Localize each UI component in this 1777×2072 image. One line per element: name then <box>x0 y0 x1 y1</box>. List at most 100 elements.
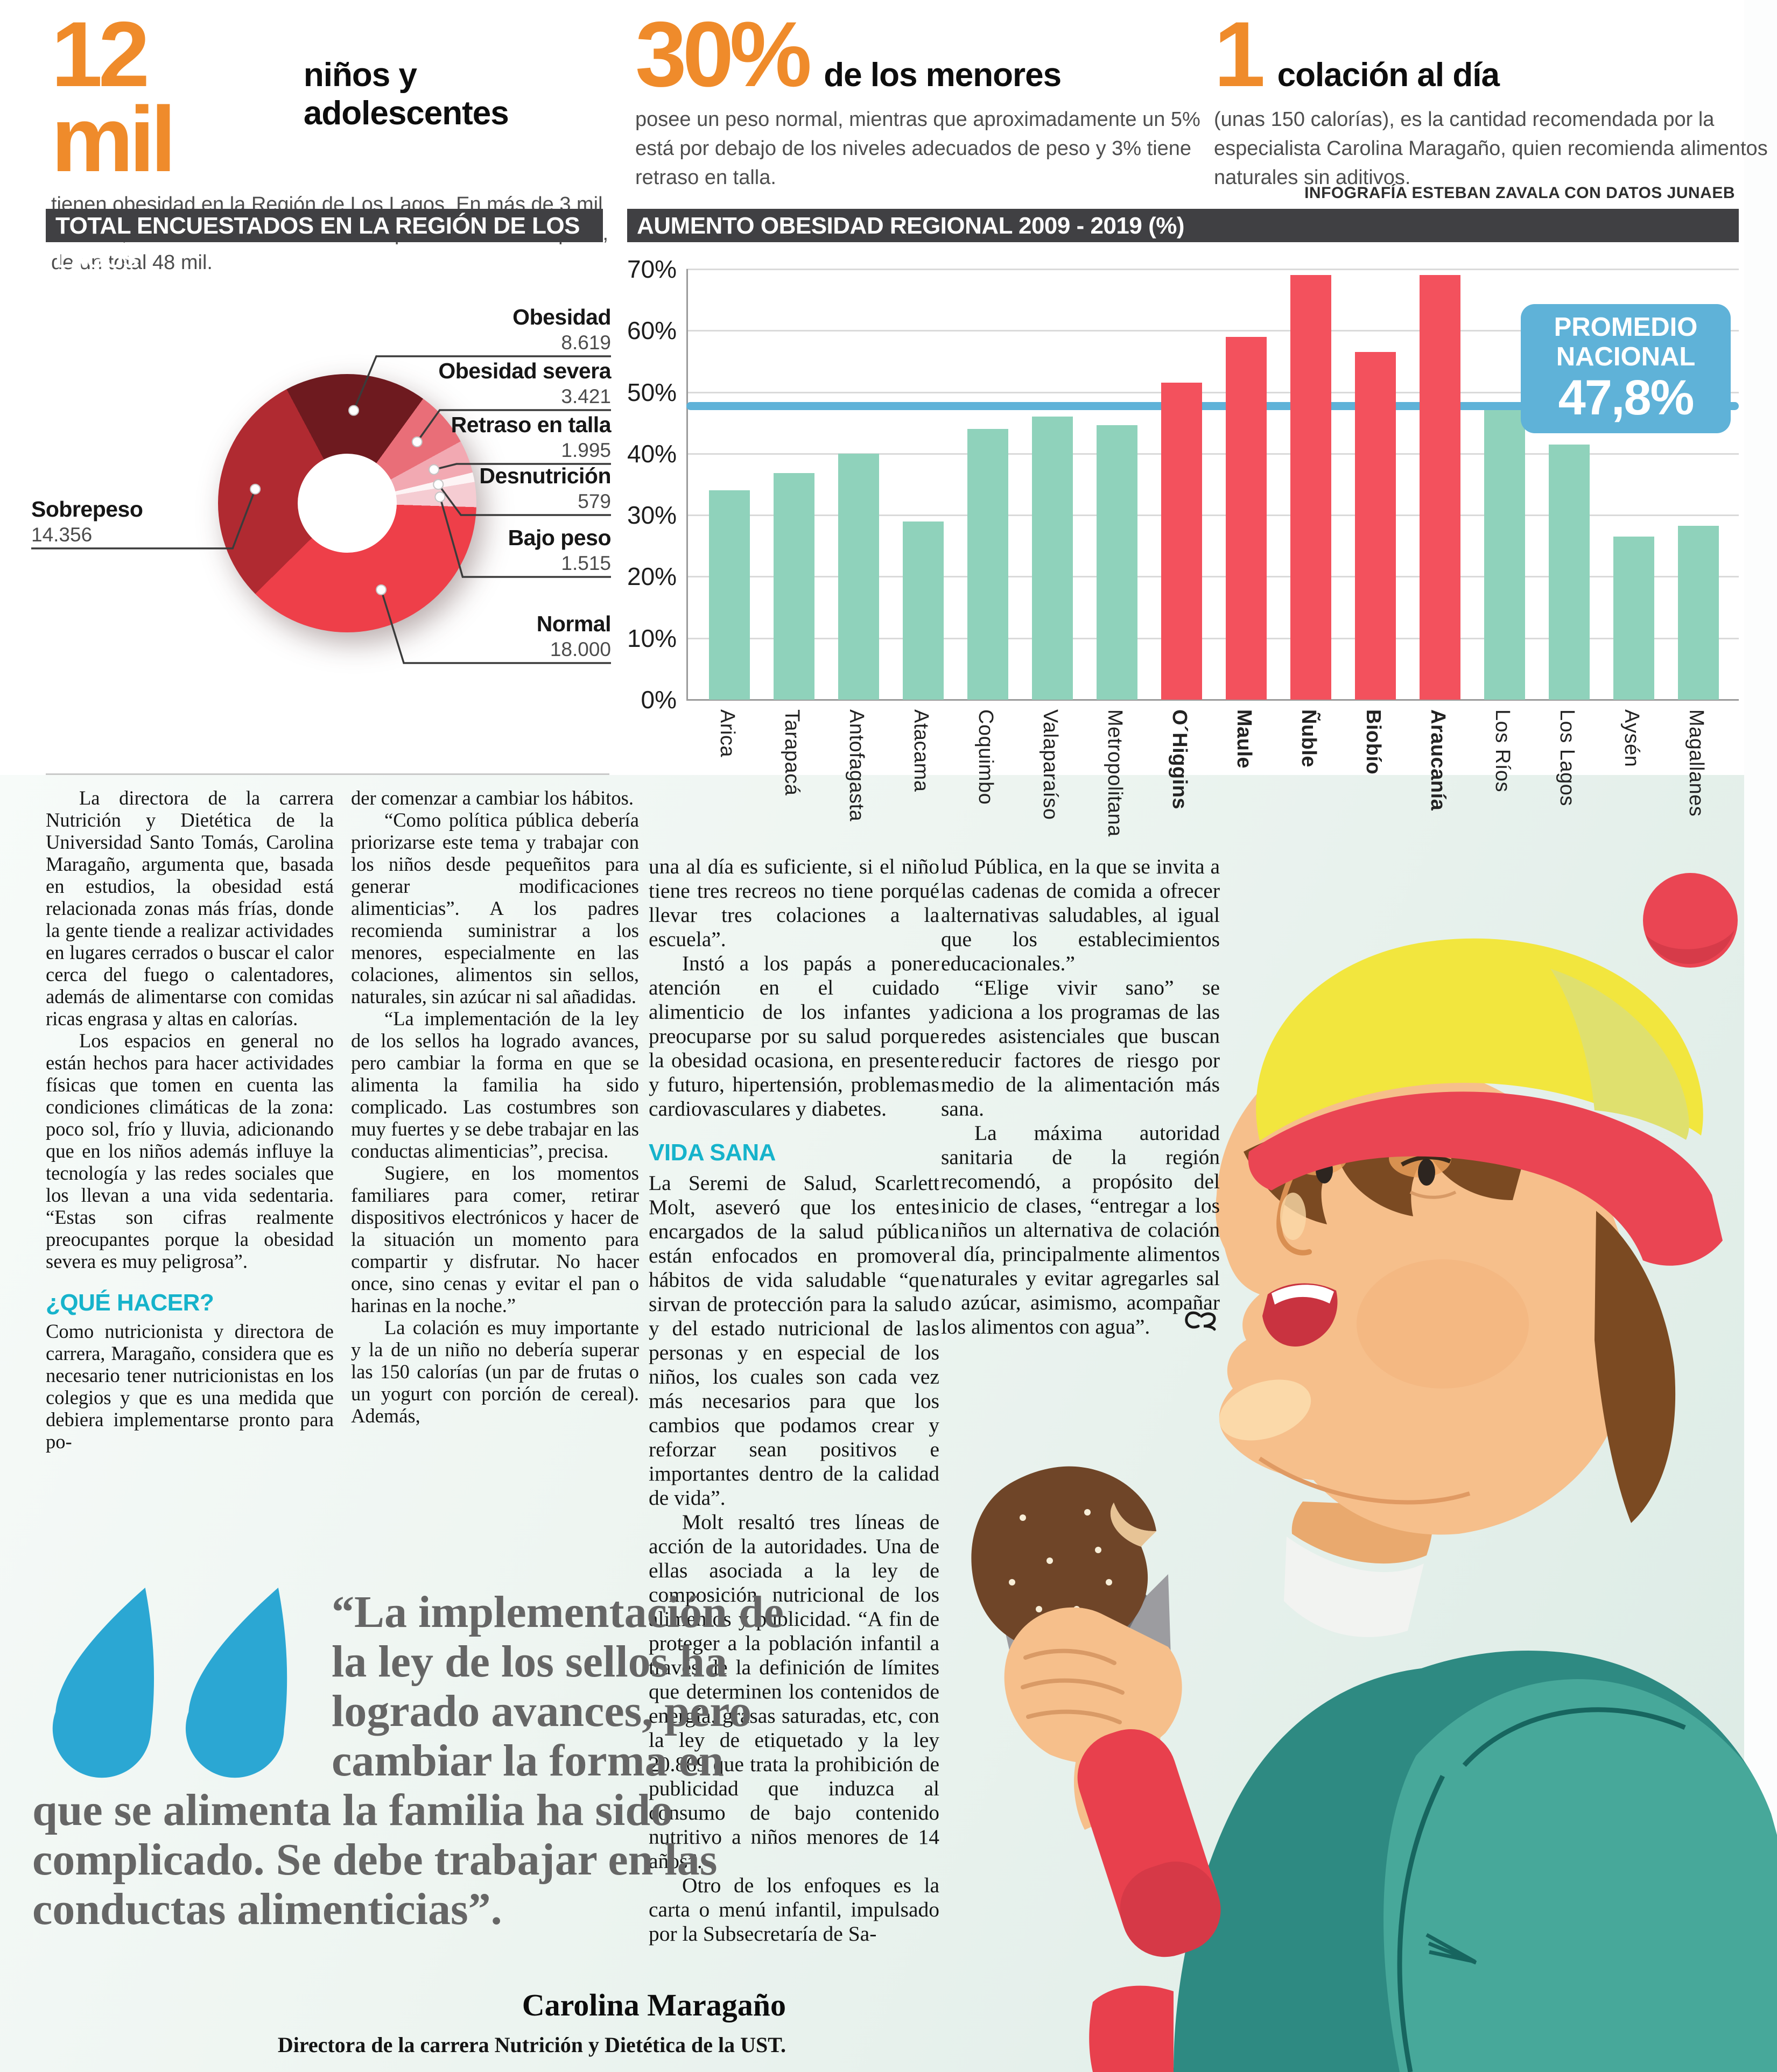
donut-slice-value: 1.995 <box>561 439 611 461</box>
hat-band <box>1248 1091 1723 1266</box>
article-paragraph: der comenzar a cambiar los hábitos. <box>351 787 634 809</box>
nose <box>1276 1169 1312 1256</box>
stat-body: posee un peso normal, mientras que aprox… <box>635 108 1200 189</box>
region-label: Tarapacá <box>781 709 803 796</box>
region-label: Los Ríos <box>1491 709 1514 792</box>
stat-big-number: 1 <box>1214 3 1266 106</box>
donut-slice-label: Obesidad 8.619 <box>512 304 611 356</box>
bar-Maule <box>1226 336 1267 700</box>
region-label: Aysén <box>1620 709 1643 767</box>
donut-slice-label: Obesidad severa 3.421 <box>438 358 611 410</box>
quote-author: Carolina Maragaño <box>522 1988 786 2022</box>
quote-author-role: Directora de la carrera Nutrición y Diet… <box>277 2033 786 2057</box>
bar-Los Lagos <box>1549 444 1590 700</box>
page-margin <box>1744 0 1777 2072</box>
article-paragraph: La directora de la carrera Nutrición y D… <box>46 787 334 1030</box>
divider <box>46 773 609 775</box>
stat-big-number: 12 mil <box>51 3 177 192</box>
double-chin-line <box>1258 1456 1471 1505</box>
bar-Arica <box>709 490 750 700</box>
stat-normal-weight: 30% de los menores posee un peso normal,… <box>635 8 1206 193</box>
y-axis-tick-label: 0% <box>641 686 677 714</box>
article-paragraph: “Como política pública debería priorizar… <box>351 809 639 1007</box>
donut-slice-name: Normal <box>536 611 612 636</box>
bar-Valaparaíso <box>1032 417 1073 700</box>
slice-dot <box>433 479 444 490</box>
y-axis-line <box>686 269 688 700</box>
donut-slice-name: Retraso en talla <box>451 412 612 437</box>
quote-text: “La implementación de la ley de los sell… <box>32 1587 784 1934</box>
pupil-right <box>1418 1159 1435 1186</box>
bar-Araucanía <box>1420 275 1460 700</box>
article-subheading: VIDA SANA <box>649 1139 776 1166</box>
article-paragraph: Los espacios en general no están hechos … <box>46 1030 334 1272</box>
region-label: Ñuble <box>1297 709 1320 768</box>
region-label: Magallanes <box>1685 709 1708 817</box>
article-column-1: La directora de la carrera Nutrición y D… <box>46 787 334 1453</box>
article-paragraph: Otro de los enfoques es la carta o menú … <box>649 1873 939 1946</box>
donut-slice-label: Normal 18.000 <box>536 611 612 663</box>
sweater-belly <box>1335 1679 1777 2072</box>
collar <box>1284 1537 1424 1637</box>
region-label: Valaparaíso <box>1039 709 1062 820</box>
article-column-4: lud Pública, en la que se invita a las c… <box>941 855 1220 1339</box>
donut-chart: Obesidad 8.619 Obesidad severa 3.421 Retraso… <box>22 253 635 797</box>
boy-eating-cookie-illustration <box>971 873 1777 2072</box>
hair-sideburn <box>1595 1211 1676 1523</box>
leader-line <box>31 489 256 549</box>
pompom-shade <box>1645 930 1734 964</box>
region-label: Coquimbo <box>974 709 997 805</box>
bar-Coquimbo <box>967 429 1008 700</box>
donut-slice-value: 579 <box>578 490 611 512</box>
y-axis-tick-label: 30% <box>627 501 677 530</box>
gridline <box>686 515 1739 517</box>
slice-dot <box>250 483 261 495</box>
article-column-3: una al día es suficiente, si el niño tie… <box>649 855 939 1946</box>
leader-line <box>416 409 611 442</box>
stat-label: colación al día <box>1277 57 1500 94</box>
sweater-sleeve <box>1174 1668 1427 2072</box>
national-average-badge: PROMEDIO NACIONAL 47,8% <box>1521 304 1731 433</box>
sweater-seam <box>1397 1774 1445 2072</box>
bar-chart: PROMEDIO NACIONAL 47,8% 0% 10% 20% 30% 40% 50… <box>627 253 1739 856</box>
donut-slice-label: Desnutrición 579 <box>479 463 611 515</box>
y-axis-tick-label: 70% <box>627 255 677 283</box>
donut-section-title: TOTAL ENCUESTADOS EN LA REGIÓN DE LOS LA… <box>46 209 603 273</box>
bar-Tarapacá <box>774 473 814 700</box>
gridline <box>686 269 1739 270</box>
bar-Magallanes <box>1678 525 1719 700</box>
article-paragraph: La colación es muy importante y la de un… <box>351 1316 639 1427</box>
donut-slice-label: Retraso en talla 1.995 <box>451 412 612 463</box>
slice-dot <box>376 584 387 595</box>
bar-Metropolitana <box>1097 425 1137 700</box>
article-paragraph: La máxima autoridad sanitaria de la regi… <box>941 1121 1220 1338</box>
donut-slice-value: 14.356 <box>31 524 93 546</box>
leader-line <box>437 484 611 516</box>
gridline <box>686 637 1739 639</box>
region-label: Antofagasta <box>845 709 868 822</box>
donut-slice-label: Bajo peso 1.515 <box>508 525 612 576</box>
donut-hole <box>298 454 397 553</box>
cookie <box>971 1466 1156 1652</box>
stat-snack: 1 colación al día (unas 150 calorías), e… <box>1214 3 1777 193</box>
bar-Los Ríos <box>1484 408 1525 700</box>
nose-highlight <box>1280 1193 1306 1240</box>
region-label: Arica <box>716 709 739 758</box>
donut-slice-name: Obesidad <box>512 305 611 329</box>
article-column-2: der comenzar a cambiar los hábitos. “Como… <box>351 787 639 1427</box>
bar-section-title: AUMENTO OBESIDAD REGIONAL 2009 - 2019 (%… <box>627 209 1739 242</box>
region-label: O´Higgins <box>1168 709 1191 810</box>
pull-quote: “La implementación de la ley de los sell… <box>32 1587 786 2057</box>
y-axis-tick-label: 50% <box>627 378 677 406</box>
teeth <box>1272 1285 1334 1305</box>
slice-dot <box>411 436 423 447</box>
badge-value: 47,8% <box>1558 370 1695 425</box>
article-paragraph: lud Pública, en la que se invita a las c… <box>941 855 1220 975</box>
region-label: Los Lagos <box>1556 709 1578 806</box>
article-paragraph: Como nutricionista y directora de carrer… <box>46 1320 334 1453</box>
donut-slice-value: 8.619 <box>561 332 611 354</box>
article-paragraph: Molt resaltó tres líneas de acción de la… <box>649 1510 939 1873</box>
gridline <box>686 453 1739 455</box>
bar-Aysén <box>1613 537 1654 700</box>
region-label: Biobío <box>1362 709 1385 775</box>
